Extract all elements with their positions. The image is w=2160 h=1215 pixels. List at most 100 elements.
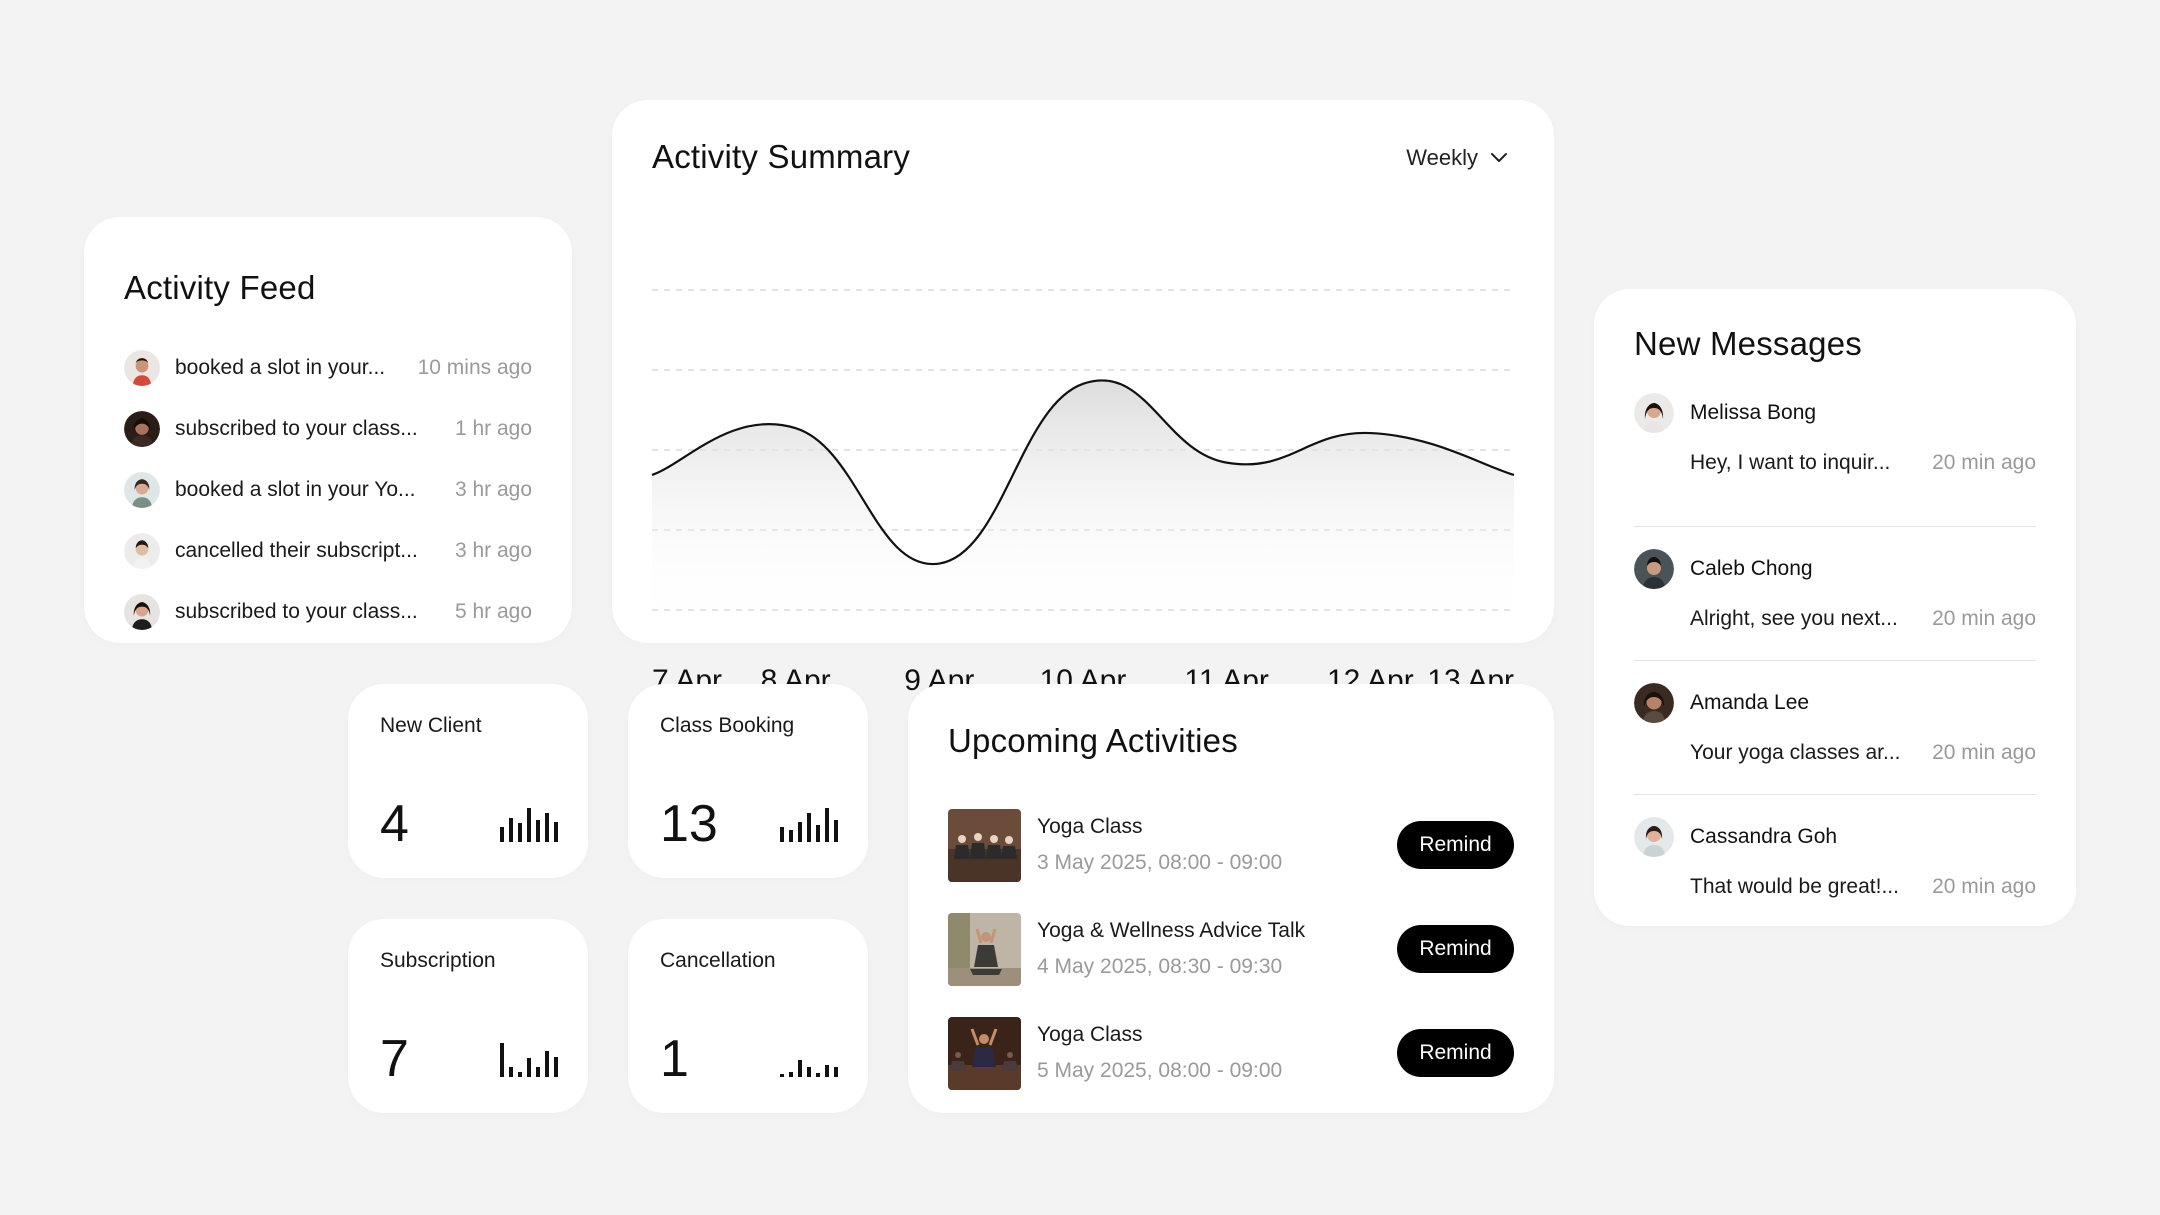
list-item[interactable]: Yoga & Wellness Advice Talk 4 May 2025, … [948, 897, 1514, 1001]
feed-item-text: subscribed to your class... [175, 599, 418, 623]
stat-value: 4 [380, 795, 409, 853]
mini-bar-chart [500, 1043, 558, 1077]
stat-card-new-client[interactable]: New Client 4 [348, 684, 588, 878]
mini-bar [527, 1058, 531, 1077]
mini-bar [807, 1067, 811, 1077]
mini-bar [509, 818, 513, 842]
mini-bar [500, 1043, 504, 1077]
mini-bar-chart [780, 1043, 838, 1077]
stat-card-cancellation[interactable]: Cancellation 1 [628, 919, 868, 1113]
feed-item-time: 3 hr ago [454, 477, 532, 501]
new-messages-card: New Messages Melissa Bong Hey, I want to… [1594, 289, 2076, 926]
message-item[interactable]: Caleb Chong Alright, see you next... 20 … [1634, 527, 2036, 661]
avatar [124, 349, 160, 386]
remind-button[interactable]: Remind [1397, 821, 1514, 869]
remind-button[interactable]: Remind [1397, 1029, 1514, 1077]
message-list: Melissa Bong Hey, I want to inquir... 20… [1634, 393, 2036, 929]
chart-series-line [651, 379, 1515, 566]
upcoming-activities-card: Upcoming Activities Yoga Class 3 May 202… [908, 684, 1554, 1113]
message-item[interactable]: Cassandra Goh That would be great!... 20… [1634, 795, 2036, 929]
feed-item-time: 1 hr ago [454, 416, 532, 440]
stat-card-subscription[interactable]: Subscription 7 [348, 919, 588, 1113]
message-sender: Melissa Bong [1690, 401, 1817, 424]
message-preview: That would be great!... [1690, 875, 1899, 898]
feed-item-text: booked a slot in your... [175, 355, 386, 379]
chevron-down-icon [1491, 153, 1507, 162]
activity-title: Yoga Class [1037, 815, 1143, 838]
mini-bar [834, 820, 838, 842]
mini-bar [780, 1074, 784, 1077]
avatar [1634, 549, 1674, 589]
feed-item-text: subscribed to your class... [175, 416, 418, 440]
message-item[interactable]: Melissa Bong Hey, I want to inquir... 20… [1634, 393, 2036, 527]
mini-bar [780, 827, 784, 842]
message-time: 20 min ago [1932, 875, 2036, 898]
mini-bar [816, 825, 820, 842]
mini-bar [545, 1051, 549, 1077]
stat-label: Class Booking [660, 714, 795, 737]
activity-summary-card: Activity Summary Weekly 7 Apr 8 Apr 9 Apr 1… [612, 100, 1554, 697]
feed-item-time: 3 hr ago [454, 538, 532, 562]
stat-label: Subscription [380, 949, 496, 972]
activity-date: 3 May 2025, 08:00 - 09:00 [1037, 851, 1283, 874]
new-messages-title: New Messages [1634, 325, 1862, 362]
mini-bar [527, 808, 531, 842]
stat-label: New Client [380, 714, 482, 737]
stat-value: 1 [660, 1030, 689, 1088]
feed-item[interactable]: booked a slot in your... 10 mins ago [124, 337, 532, 398]
message-time: 20 min ago [1932, 451, 2036, 474]
mini-bar [509, 1067, 513, 1077]
feed-item[interactable]: subscribed to your class... 1 hr ago [124, 398, 532, 459]
list-item[interactable]: Yoga Class 5 May 2025, 08:00 - 09:00 Rem… [948, 1001, 1514, 1105]
list-item[interactable]: Yoga Class 3 May 2025, 08:00 - 09:00 Rem… [948, 793, 1514, 897]
feed-item[interactable]: booked a slot in your Yo... 3 hr ago [124, 459, 532, 520]
period-dropdown[interactable]: Weekly [1406, 145, 1508, 171]
activity-thumbnail [948, 808, 1021, 882]
activity-feed-title: Activity Feed [124, 269, 316, 306]
activity-thumbnail [948, 912, 1021, 986]
upcoming-activities-title: Upcoming Activities [948, 722, 1238, 759]
activity-title: Yoga Class [1037, 1023, 1143, 1046]
activity-summary-title: Activity Summary [652, 138, 911, 175]
feed-item-text: cancelled their subscript... [175, 538, 418, 562]
activity-feed-list: booked a slot in your... 10 mins ago sub… [124, 337, 532, 642]
message-preview: Hey, I want to inquir... [1690, 451, 1891, 474]
mini-bar [834, 1067, 838, 1077]
mini-bar [789, 830, 793, 842]
stat-value: 7 [380, 1030, 409, 1088]
avatar [124, 471, 160, 508]
feed-item-time: 10 mins ago [417, 355, 532, 379]
upcoming-list: Yoga Class 3 May 2025, 08:00 - 09:00 Rem… [948, 793, 1514, 1105]
message-time: 20 min ago [1932, 741, 2036, 764]
message-item[interactable]: Amanda Lee Your yoga classes ar... 20 mi… [1634, 661, 2036, 795]
activity-feed-card: Activity Feed booked a slot in your... 1… [84, 217, 572, 643]
mini-bar [545, 813, 549, 842]
mini-bar [554, 822, 558, 842]
feed-item-text: booked a slot in your Yo... [175, 477, 416, 501]
activity-chart-svg: 7 Apr 8 Apr 9 Apr 10 Apr 11 Apr 12 Apr 13 Apr [651, 289, 1515, 697]
activity-date: 5 May 2025, 08:00 - 09:00 [1037, 1059, 1283, 1082]
stat-value: 13 [660, 795, 718, 853]
message-preview: Alright, see you next... [1690, 607, 1898, 630]
message-sender: Caleb Chong [1690, 557, 1813, 580]
mini-bar [518, 1072, 522, 1077]
chart-area-fill [652, 380, 1514, 630]
activity-date: 4 May 2025, 08:30 - 09:30 [1037, 955, 1283, 978]
mini-bar [807, 813, 811, 842]
activity-chart: 7 Apr 8 Apr 9 Apr 10 Apr 11 Apr 12 Apr 13 Apr [651, 289, 1515, 697]
mini-bar [536, 1067, 540, 1077]
feed-item[interactable]: cancelled their subscript... 3 hr ago [124, 520, 532, 581]
mini-bar [825, 1065, 829, 1077]
mini-bar [536, 820, 540, 842]
stat-card-class-booking[interactable]: Class Booking 13 [628, 684, 868, 878]
period-dropdown-label: Weekly [1406, 145, 1478, 170]
feed-item-time: 5 hr ago [454, 599, 532, 623]
avatar [124, 532, 160, 569]
remind-button[interactable]: Remind [1397, 925, 1514, 973]
stat-label: Cancellation [660, 949, 776, 972]
avatar [124, 593, 160, 630]
feed-item[interactable]: subscribed to your class... 5 hr ago [124, 581, 532, 642]
mini-bar-chart [500, 808, 558, 842]
mini-bar [518, 823, 522, 842]
message-sender: Amanda Lee [1690, 691, 1810, 714]
